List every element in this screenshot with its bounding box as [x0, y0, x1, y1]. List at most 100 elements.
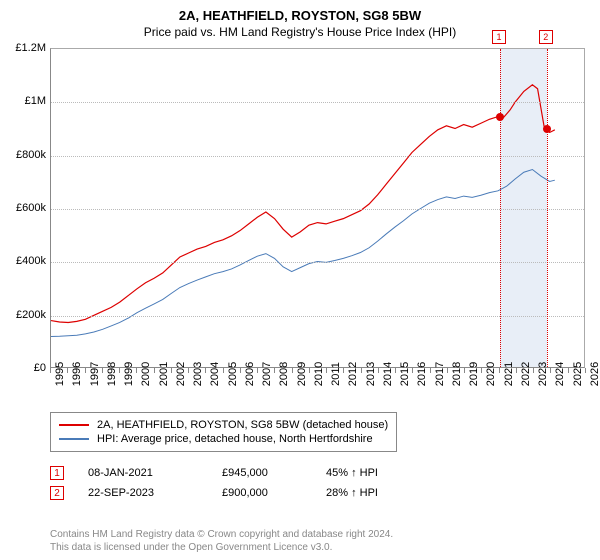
x-tick-label: 2015 — [399, 362, 411, 386]
x-tick — [464, 368, 465, 373]
transaction-row: 222-SEP-2023£900,00028% ↑ HPI — [50, 486, 450, 500]
x-tick — [119, 368, 120, 373]
transaction-dot — [496, 113, 504, 121]
transaction-marker: 1 — [50, 466, 64, 480]
chart-subtitle: Price paid vs. HM Land Registry's House … — [0, 23, 600, 43]
x-tick-label: 2009 — [296, 362, 308, 386]
x-tick-label: 1997 — [89, 362, 101, 386]
legend-swatch — [59, 438, 89, 440]
x-tick — [361, 368, 362, 373]
x-tick — [292, 368, 293, 373]
x-tick-label: 2000 — [140, 362, 152, 386]
transaction-row: 1 08-JAN-2021 £945,000 45% ↑ HPI — [50, 466, 450, 480]
grid-line — [51, 262, 584, 263]
x-tick — [154, 368, 155, 373]
x-tick — [568, 368, 569, 373]
y-tick-label: £400k — [0, 255, 46, 267]
x-tick-label: 1999 — [123, 362, 135, 386]
x-tick — [136, 368, 137, 373]
x-tick-label: 2010 — [313, 362, 325, 386]
transactions-table: 1 08-JAN-2021 £945,000 45% ↑ HPI 2 22-SEP-202… — [50, 460, 450, 506]
x-tick-label: 2017 — [434, 362, 446, 386]
marker-vline — [547, 49, 548, 367]
x-tick — [309, 368, 310, 373]
x-tick-label: 2006 — [244, 362, 256, 386]
x-tick — [85, 368, 86, 373]
footer-text: Contains HM Land Registry data © Crown c… — [50, 528, 393, 541]
x-tick-label: 2002 — [175, 362, 187, 386]
x-tick — [447, 368, 448, 373]
transaction-price: £945,000 — [222, 467, 302, 479]
x-tick-label: 1998 — [106, 362, 118, 386]
x-tick — [240, 368, 241, 373]
x-tick-label: 2021 — [503, 362, 515, 386]
x-tick — [102, 368, 103, 373]
x-tick-label: 2012 — [347, 362, 359, 386]
grid-line — [51, 209, 584, 210]
legend-swatch — [59, 424, 89, 426]
x-tick — [550, 368, 551, 373]
y-tick-label: £200k — [0, 309, 46, 321]
footer-text: This data is licensed under the Open Gov… — [50, 541, 393, 554]
grid-line — [51, 156, 584, 157]
x-tick-label: 2005 — [227, 362, 239, 386]
x-tick-label: 2022 — [520, 362, 532, 386]
grid-line — [51, 102, 584, 103]
x-tick — [223, 368, 224, 373]
x-tick-label: 2023 — [537, 362, 549, 386]
y-tick-label: £1.2M — [0, 42, 46, 54]
legend-row: 2A, HEATHFIELD, ROYSTON, SG8 5BW (detach… — [59, 419, 388, 431]
chart-marker: 1 — [492, 30, 506, 44]
transaction-pct: 45% ↑ HPI — [326, 467, 426, 479]
series-line-subject — [51, 85, 555, 323]
legend-label: HPI: Average price, detached house, Nort… — [97, 433, 373, 445]
x-tick — [430, 368, 431, 373]
x-tick — [326, 368, 327, 373]
x-tick-label: 2016 — [416, 362, 428, 386]
x-tick — [499, 368, 500, 373]
y-tick-label: £800k — [0, 149, 46, 161]
x-tick — [50, 368, 51, 373]
transaction-date: 08-JAN-2021 — [88, 467, 198, 479]
plot-area — [50, 48, 585, 368]
plot-svg — [51, 49, 584, 367]
x-tick-label: 2001 — [158, 362, 170, 386]
x-tick-label: 2004 — [209, 362, 221, 386]
y-tick-label: £1M — [0, 95, 46, 107]
y-tick-label: £0 — [0, 362, 46, 374]
x-tick — [67, 368, 68, 373]
x-tick — [205, 368, 206, 373]
x-tick-label: 1996 — [71, 362, 83, 386]
legend: 2A, HEATHFIELD, ROYSTON, SG8 5BW (detach… — [50, 412, 397, 452]
chart-container: 2A, HEATHFIELD, ROYSTON, SG8 5BW Price p… — [0, 0, 600, 560]
x-tick — [395, 368, 396, 373]
x-tick — [343, 368, 344, 373]
transaction-dot — [543, 125, 551, 133]
chart-title: 2A, HEATHFIELD, ROYSTON, SG8 5BW — [0, 0, 600, 23]
x-tick-label: 2025 — [572, 362, 584, 386]
x-tick-label: 2013 — [365, 362, 377, 386]
x-tick — [378, 368, 379, 373]
x-tick — [516, 368, 517, 373]
x-tick-label: 2024 — [554, 362, 566, 386]
x-tick-label: 2026 — [589, 362, 600, 386]
transaction-date: 22-SEP-2023 — [88, 487, 198, 499]
transaction-marker: 2 — [50, 486, 64, 500]
x-tick-label: 2018 — [451, 362, 463, 386]
x-tick — [274, 368, 275, 373]
footer: Contains HM Land Registry data © Crown c… — [50, 528, 393, 554]
x-tick-label: 2008 — [278, 362, 290, 386]
transaction-price: £900,000 — [222, 487, 302, 499]
x-tick — [533, 368, 534, 373]
series-line-hpi — [51, 170, 555, 337]
x-tick — [188, 368, 189, 373]
x-tick-label: 2020 — [485, 362, 497, 386]
x-tick — [171, 368, 172, 373]
x-tick-label: 2014 — [382, 362, 394, 386]
x-tick — [412, 368, 413, 373]
x-tick — [585, 368, 586, 373]
legend-label: 2A, HEATHFIELD, ROYSTON, SG8 5BW (detach… — [97, 419, 388, 431]
marker-vline — [500, 49, 501, 367]
x-tick-label: 2007 — [261, 362, 273, 386]
grid-line — [51, 316, 584, 317]
